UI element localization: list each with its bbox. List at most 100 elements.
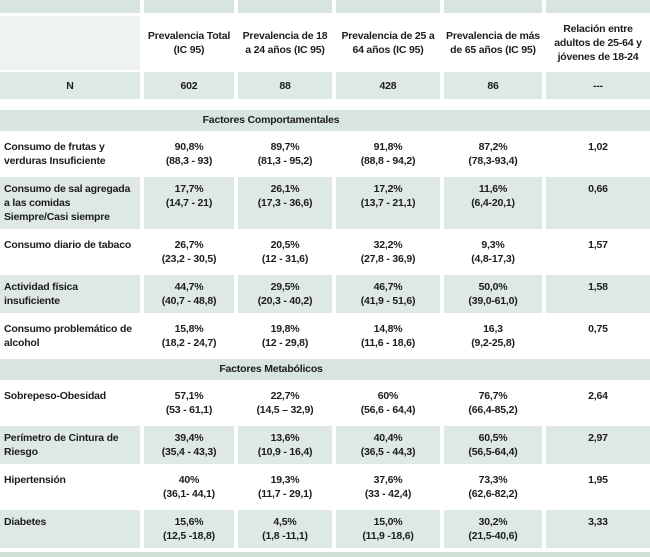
- confidence-interval: (88,3 - 93): [165, 155, 213, 167]
- value-cell: 40% (36,1- 44,1): [144, 468, 234, 506]
- confidence-interval: (12 - 31,6): [261, 253, 309, 265]
- row-label: Consumo diario de tabaco: [4, 239, 132, 251]
- confidence-interval: (88,8 - 94,2): [360, 155, 416, 167]
- confidence-interval: (12,5 -18,8): [163, 530, 215, 542]
- value-cell: 16,3 (9,2-25,8): [444, 317, 542, 355]
- row-label: Consumo de sal agregada a las comidas Si…: [0, 177, 140, 229]
- top-strip-segment: [238, 0, 332, 13]
- prevalence-value: 19,8%: [270, 323, 300, 335]
- confidence-interval: (17,3 - 36,6): [257, 197, 313, 209]
- confidence-interval: (66,4-85,2): [468, 404, 518, 416]
- prevalence-value: 60%: [377, 390, 399, 402]
- confidence-interval: (14,5 – 32,9): [256, 404, 314, 416]
- value-cell: 60,5% (56,5-64,4): [444, 426, 542, 464]
- top-strip-segment: [444, 0, 542, 13]
- table-row: Hipertensión 40% (36,1- 44,1) 19,3% (11,7 - …: [0, 468, 650, 506]
- col-header-18-24: Prevalencia de 18 a 24 años (IC 95): [242, 30, 328, 56]
- prevalence-value: 50,0%: [478, 281, 508, 293]
- prevalence-value: 22,7%: [270, 390, 300, 402]
- row-label: Perímetro de Cintura de Riesgo: [0, 426, 140, 464]
- row-label: Diabetes: [0, 510, 140, 548]
- value-cell: 9,3% (4,8-17,3): [444, 233, 542, 271]
- ratio-cell: 0,66: [546, 177, 650, 229]
- value-cell: 60% (56,6 - 64,4): [336, 384, 440, 422]
- row-label: Actividad física insuficiente: [0, 275, 140, 313]
- ratio-cell: 1,95: [588, 474, 608, 486]
- table-row: Sobrepeso-Obesidad 57,1% (53 - 61,1) 22,7% (…: [0, 384, 650, 422]
- col-header-total: Prevalencia Total (IC 95): [147, 30, 231, 56]
- confidence-interval: (56,6 - 64,4): [360, 404, 416, 416]
- section-title: Factores Comportamentales: [202, 114, 340, 126]
- value-cell: 37,6% (33 - 42,4): [336, 468, 440, 506]
- confidence-interval: (40,7 - 48,8): [161, 295, 217, 307]
- value-cell: 91,8% (88,8 - 94,2): [336, 135, 440, 173]
- prevalence-value: 29,5%: [270, 281, 300, 293]
- value-cell: 14,8% (11,6 - 18,6): [336, 317, 440, 355]
- prevalence-value: 73,3%: [478, 474, 508, 486]
- confidence-interval: (13,7 - 21,1): [360, 197, 416, 209]
- n-value: 86: [444, 72, 542, 99]
- confidence-interval: (39,0-61,0): [468, 295, 518, 307]
- confidence-interval: (35,4 - 43,3): [161, 446, 217, 458]
- table-row: Perímetro de Cintura de Riesgo 39,4% (35,4…: [0, 426, 650, 464]
- table-row: Consumo problemático de alcohol 15,8% (18,…: [0, 317, 650, 355]
- confidence-interval: (11,7 - 29,1): [257, 488, 313, 500]
- confidence-interval: (62,6-82,2): [468, 488, 518, 500]
- confidence-interval: (56,5-64,4): [468, 446, 518, 458]
- value-cell: 15,6% (12,5 -18,8): [144, 510, 234, 548]
- col-header-ratio: Relación entre adultos de 25-64 y jóvene…: [554, 23, 642, 63]
- value-cell: 39,4% (35,4 - 43,3): [144, 426, 234, 464]
- value-cell: 17,7% (14,7 - 21): [144, 177, 234, 229]
- prevalence-value: 17,7%: [174, 183, 204, 195]
- confidence-interval: (9,2-25,8): [471, 337, 515, 349]
- confidence-interval: (11,9 -18,6): [362, 530, 414, 542]
- table-row: Consumo de frutas y verduras Insuficient…: [0, 135, 650, 173]
- prevalence-value: 15,0%: [373, 516, 403, 528]
- value-cell: 40,4% (36,5 - 44,3): [336, 426, 440, 464]
- prevalence-value: 16,3: [483, 323, 503, 335]
- section-title: Factores Metabólicos: [219, 363, 323, 375]
- prevalence-value: 91,8%: [373, 141, 403, 153]
- top-strip: [0, 0, 650, 13]
- ratio-cell: 1,02: [588, 141, 608, 153]
- value-cell: 89,7% (81,3 - 95,2): [238, 135, 332, 173]
- value-cell: 19,8% (12 - 29,8): [238, 317, 332, 355]
- prevalence-value: 20,5%: [270, 239, 300, 251]
- prevalence-value: 26,1%: [270, 183, 300, 195]
- value-cell: 76,7% (66,4-85,2): [444, 384, 542, 422]
- prevalence-value: 39,4%: [174, 432, 204, 444]
- row-label: Hipertensión: [4, 474, 66, 486]
- row-label: Consumo de frutas y verduras Insuficient…: [4, 141, 106, 167]
- prevalence-value: 30,2%: [478, 516, 508, 528]
- n-row: N 602 88 428 86 ---: [0, 72, 650, 99]
- col-header-25-64: Prevalencia de 25 a 64 años (IC 95): [341, 30, 435, 56]
- value-cell: 20,5% (12 - 31,6): [238, 233, 332, 271]
- confidence-interval: (53 - 61,1): [165, 404, 213, 416]
- confidence-interval: (81,3 - 95,2): [257, 155, 313, 167]
- col-header-65: Prevalencia de más de 65 años (IC 95): [446, 30, 540, 56]
- confidence-interval: (78,3-93,4): [468, 155, 518, 167]
- prevalence-value: 9,3%: [481, 239, 505, 251]
- corner-cell: [0, 16, 140, 70]
- top-strip-segment: [144, 0, 234, 13]
- prevalence-value: 14,8%: [373, 323, 403, 335]
- value-cell: 26,1% (17,3 - 36,6): [238, 177, 332, 229]
- value-cell: 26,7% (23,2 - 30,5): [144, 233, 234, 271]
- n-value: 428: [336, 72, 440, 99]
- confidence-interval: (14,7 - 21): [165, 197, 213, 209]
- prevalence-value: 17,2%: [373, 183, 403, 195]
- ratio-cell: 0,75: [588, 323, 608, 335]
- prevalence-value: 32,2%: [373, 239, 403, 251]
- n-value: ---: [546, 72, 650, 99]
- n-value: 88: [238, 72, 332, 99]
- prevalence-value: 37,6%: [373, 474, 403, 486]
- top-strip-segment: [336, 0, 440, 13]
- value-cell: 15,8% (18,2 - 24,7): [144, 317, 234, 355]
- prevalence-value: 11,6%: [478, 183, 508, 195]
- confidence-interval: (20,3 - 40,2): [257, 295, 313, 307]
- confidence-interval: (23,2 - 30,5): [161, 253, 217, 265]
- prevalence-value: 40,4%: [373, 432, 403, 444]
- value-cell: 4,5% (1,8 -11,1): [238, 510, 332, 548]
- value-cell: 22,7% (14,5 – 32,9): [238, 384, 332, 422]
- prevalence-value: 15,8%: [174, 323, 204, 335]
